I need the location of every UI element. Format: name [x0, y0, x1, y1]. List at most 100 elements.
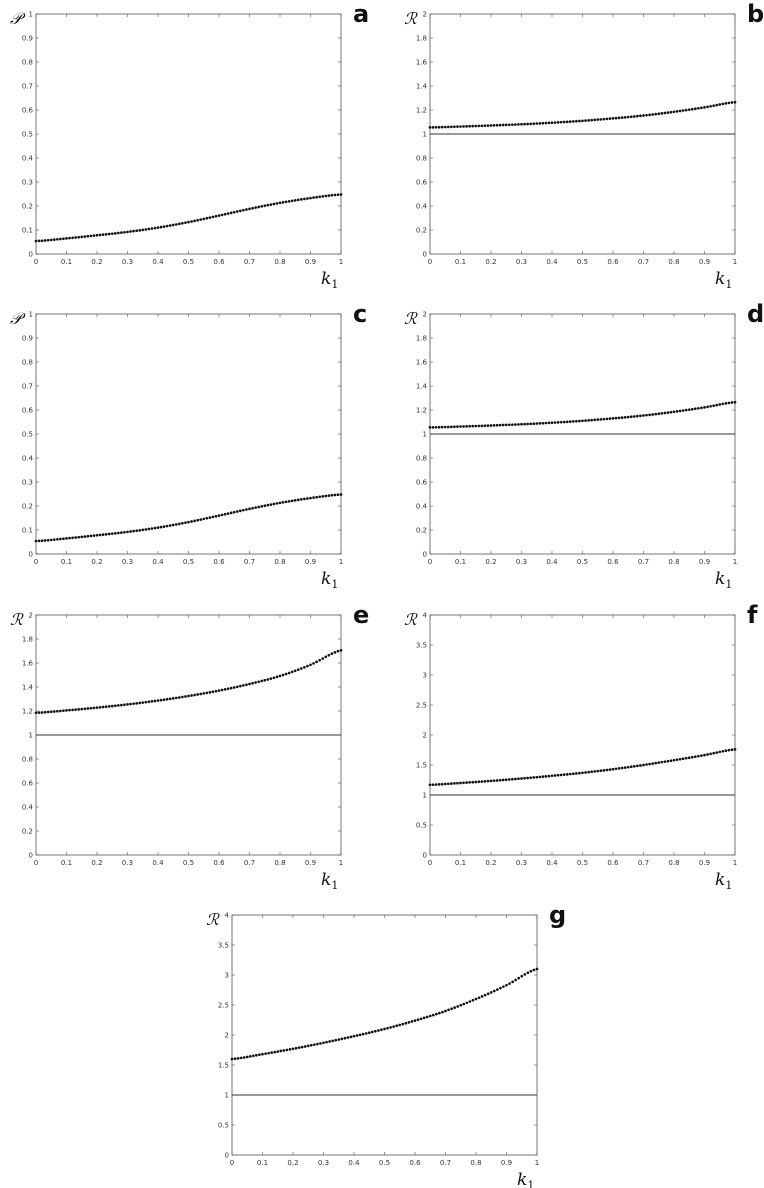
data-point — [315, 660, 318, 664]
data-point — [232, 510, 236, 514]
data-point — [248, 507, 251, 511]
data-point — [468, 1000, 472, 1003]
data-point — [599, 418, 603, 421]
data-point — [556, 773, 560, 777]
data-point — [431, 126, 435, 129]
data-point — [65, 709, 68, 712]
data-point — [602, 417, 606, 421]
data-point — [43, 710, 47, 714]
data-point — [568, 772, 572, 776]
data-point — [446, 782, 450, 786]
x-tick-label: 0.4 — [546, 258, 558, 266]
data-point — [514, 123, 517, 126]
data-point — [364, 1032, 368, 1035]
panel-letter: e — [353, 601, 369, 629]
data-point — [395, 1024, 399, 1028]
data-point — [300, 1045, 304, 1049]
y-tick-label: 1 — [225, 1092, 229, 1100]
data-point — [196, 693, 199, 696]
data-point — [492, 124, 496, 127]
data-point — [184, 695, 187, 698]
data-point — [290, 499, 294, 503]
data-point — [113, 704, 117, 708]
data-point — [428, 783, 432, 787]
data-point — [165, 224, 169, 228]
panel-letter: a — [353, 0, 369, 28]
data-point — [681, 109, 685, 112]
data-point — [196, 218, 199, 222]
data-point — [724, 102, 728, 105]
y-tick-label: 1 — [29, 311, 33, 319]
data-point — [550, 774, 554, 778]
data-point — [181, 695, 184, 699]
data-point — [697, 406, 700, 410]
data-point — [358, 1033, 362, 1037]
data-point — [626, 115, 630, 119]
data-point — [453, 425, 456, 429]
data-point — [95, 533, 99, 537]
x-tick-label: 0.8 — [274, 859, 285, 867]
data-point — [59, 537, 62, 541]
data-point — [269, 503, 273, 506]
data-point — [190, 520, 193, 523]
data-point — [123, 530, 126, 534]
data-point — [328, 1040, 331, 1043]
data-point — [86, 534, 90, 538]
x-tick-label: 1 — [339, 859, 343, 867]
data-point — [633, 764, 636, 768]
data-point — [568, 420, 572, 423]
x-tick-label: 1 — [339, 558, 343, 566]
data-point — [651, 762, 654, 765]
x-tick-label: 0.2 — [91, 258, 102, 266]
data-point — [89, 234, 93, 238]
data-point — [611, 767, 615, 771]
data-point — [581, 119, 584, 123]
x-tick-label: 0.5 — [577, 258, 588, 266]
x-tick-label: 0.2 — [91, 558, 102, 566]
data-point — [153, 699, 157, 703]
x-tick-label: 1 — [733, 859, 737, 867]
data-point — [602, 117, 606, 121]
data-point — [578, 771, 581, 775]
data-point — [281, 200, 285, 204]
x-tick-label: 0.5 — [183, 258, 194, 266]
x-tick-label: 0.4 — [546, 859, 558, 867]
data-point — [587, 770, 590, 774]
data-point — [174, 696, 178, 700]
data-point — [242, 508, 245, 512]
x-tick-label: 0.7 — [638, 558, 649, 566]
y-tick-label: 3 — [423, 672, 427, 680]
x-tick-label: 0 — [428, 558, 432, 566]
data-point — [623, 115, 627, 119]
data-point — [315, 495, 318, 499]
x-tick-label: 1 — [535, 1159, 539, 1167]
data-point — [633, 115, 636, 118]
data-point — [226, 212, 230, 215]
data-point — [318, 658, 321, 662]
y-tick-label: 0.4 — [22, 804, 34, 812]
data-point — [511, 980, 514, 984]
data-point — [572, 420, 575, 423]
data-point — [333, 193, 337, 197]
data-point — [718, 403, 722, 406]
data-point — [483, 424, 487, 428]
data-point — [290, 199, 294, 203]
data-point — [651, 113, 654, 116]
data-point — [504, 423, 508, 427]
data-point — [620, 766, 624, 770]
x-tick-label: 0.6 — [213, 558, 225, 566]
x-tick-label: 0.8 — [274, 258, 285, 266]
y-tick-label: 1.2 — [416, 407, 427, 415]
x-axis-label-main: k — [715, 269, 725, 289]
data-point — [89, 706, 93, 710]
data-point — [229, 686, 233, 690]
data-point — [437, 425, 441, 429]
data-point — [550, 421, 554, 425]
data-point — [174, 223, 178, 226]
data-point — [575, 119, 578, 123]
data-point — [459, 781, 462, 785]
y-tick-label: 0.4 — [22, 155, 34, 163]
data-point — [453, 1006, 456, 1009]
data-point — [71, 236, 74, 240]
y-tick-label: 1.8 — [22, 636, 33, 644]
